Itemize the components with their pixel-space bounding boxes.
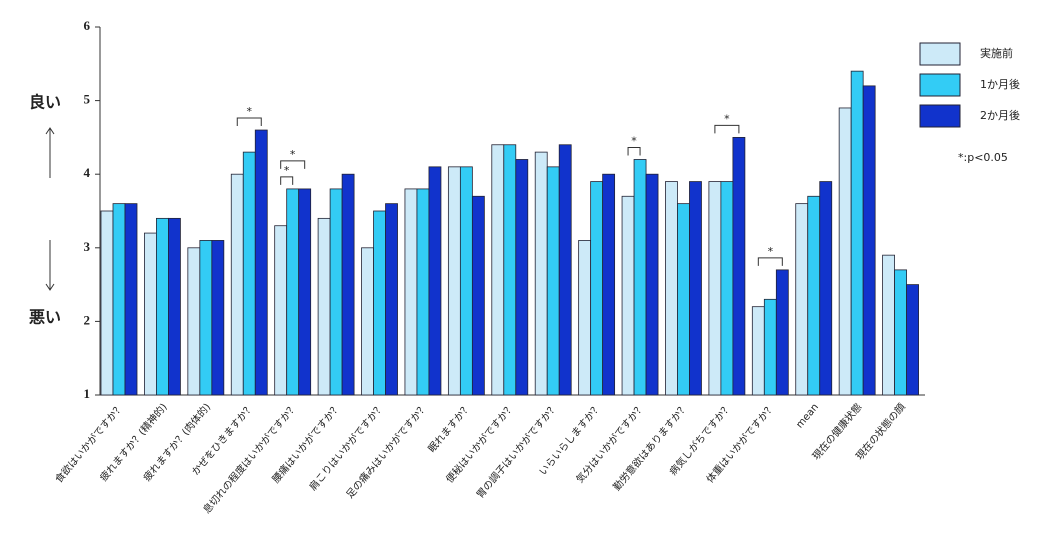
significance-label: *: [284, 164, 290, 177]
bar: [515, 159, 529, 396]
y-annotation-top: 良い: [29, 93, 61, 112]
significance-bracket: [627, 146, 641, 156]
bar: [720, 181, 734, 396]
bar: [633, 159, 647, 396]
bar: [503, 144, 517, 396]
bar: [677, 203, 690, 396]
y-tick-label: 5: [84, 92, 91, 107]
bar: [894, 269, 907, 396]
legend-label: 2か月後: [980, 108, 1020, 122]
bar: [546, 166, 560, 396]
bar: [100, 210, 114, 396]
bar: [361, 247, 374, 396]
legend-swatch: [919, 104, 961, 128]
bar: [708, 181, 722, 396]
bar: [124, 203, 138, 396]
bar: [230, 173, 244, 396]
bar: [906, 284, 919, 396]
significance-note: *:p<0.05: [958, 151, 1008, 164]
bar: [558, 144, 572, 396]
bar: [242, 151, 256, 396]
bar: [751, 306, 765, 396]
bar: [882, 254, 895, 396]
bar: [689, 181, 702, 396]
significance-label: *: [247, 105, 253, 118]
bar: [373, 210, 386, 396]
bar: [665, 181, 678, 396]
x-tick-label: 肩こりはいかがですか？: [306, 401, 387, 494]
bar: [838, 107, 852, 396]
bar: [317, 217, 331, 396]
significance-label: *: [724, 112, 730, 125]
y-tick-label: 3: [84, 239, 91, 254]
bar: [428, 166, 442, 396]
bar: [144, 232, 157, 396]
bar: [254, 129, 268, 396]
bar: [211, 240, 225, 396]
bar: [645, 173, 659, 396]
bar: [602, 173, 616, 396]
bar: [416, 188, 430, 396]
y-tick-label: 6: [84, 18, 91, 33]
bar: [732, 136, 746, 396]
bar: [491, 144, 505, 396]
bar: [199, 240, 213, 396]
significance-bracket: [714, 124, 740, 134]
y-annotation-bottom: 悪い: [29, 308, 61, 327]
bar: [578, 240, 592, 396]
significance-bracket: [280, 160, 306, 169]
bar: [447, 166, 461, 396]
y-tick-label: 4: [84, 165, 91, 180]
bar: [819, 181, 833, 396]
bar: [590, 181, 604, 396]
x-tick-label: mean: [794, 402, 821, 431]
bar: [298, 188, 312, 396]
significance-label: *: [290, 148, 296, 161]
x-tick-label: 眠れますか？: [426, 401, 474, 455]
bar: [795, 203, 809, 396]
bar: [459, 166, 473, 396]
bar: [807, 195, 821, 396]
significance-bracket: [280, 176, 294, 185]
bar: [168, 217, 181, 396]
bar: [862, 85, 876, 396]
x-tick-label: 勤労意欲はありますか？: [610, 401, 691, 494]
bar: [156, 217, 169, 396]
bar: [534, 151, 548, 396]
bar: [329, 188, 343, 396]
significance-bracket: [757, 257, 783, 266]
legend-label: 1か月後: [980, 77, 1020, 91]
bar: [187, 247, 201, 396]
x-tick-label: 体重はいかがですか？: [703, 401, 777, 486]
significance-label: *: [631, 134, 637, 147]
significance-label: *: [768, 245, 774, 258]
bar: [621, 195, 635, 396]
bar: [286, 188, 300, 396]
y-tick-label: 1: [84, 386, 91, 401]
arrows: [45, 127, 55, 291]
y-tick-label: 2: [84, 312, 91, 327]
bar: [850, 70, 864, 396]
legend-label: 実施前: [980, 46, 1013, 60]
bar: [775, 269, 789, 396]
bar: [763, 298, 777, 396]
x-tick-label: 胃の調子はいかがですか？: [473, 401, 560, 501]
bar: [385, 203, 398, 396]
bar: [274, 225, 288, 396]
legend-swatch: [919, 73, 961, 97]
x-tick-label: 足の痛みはいかがですか？: [343, 401, 430, 501]
bar: [341, 173, 355, 396]
significance-bracket: [236, 117, 262, 127]
bar: [404, 188, 418, 396]
bar: [112, 203, 126, 396]
legend-swatch: [919, 42, 961, 66]
bar: [471, 195, 485, 396]
